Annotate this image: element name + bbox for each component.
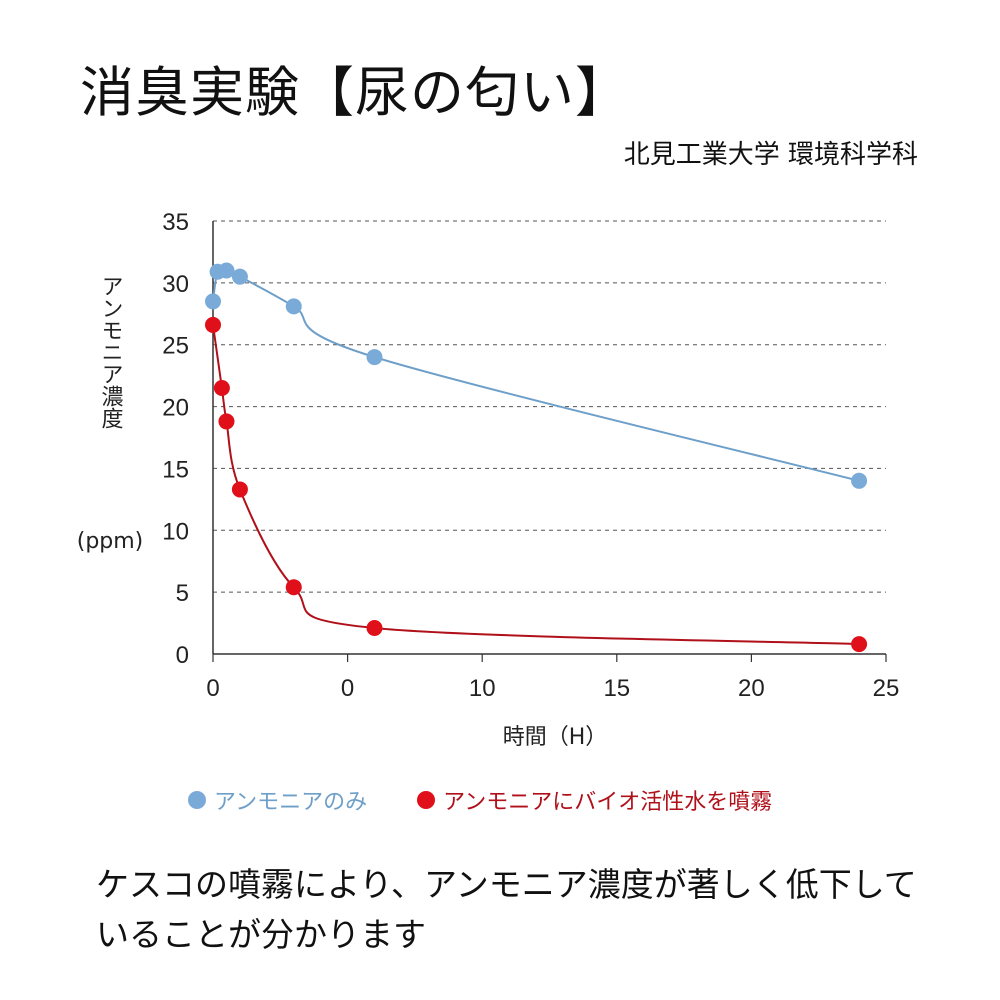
x-tick-label: 25 [873, 675, 900, 702]
data-point-0 [218, 262, 235, 279]
legend-label-ammonia-only: アンモニアのみ [214, 790, 368, 815]
x-tick-label: 10 [469, 675, 496, 702]
data-point-1 [851, 636, 868, 653]
legend-marker-ammonia-only [188, 791, 206, 809]
legend-label-bio-water: アンモニアにバイオ活性水を噴霧 [443, 790, 773, 815]
y-tick-label: 25 [162, 333, 189, 360]
y-tick-label: 35 [162, 209, 189, 236]
x-axis-label: 時間（H） [503, 725, 608, 750]
y-axis-label: アンモニア濃度 [98, 275, 124, 429]
chart-legend: アンモニアのみ アンモニアにバイオ活性水を噴霧 [188, 784, 772, 816]
data-point-0 [285, 298, 302, 315]
legend-marker-bio-water [417, 791, 436, 809]
x-tick-label: 0 [341, 675, 354, 702]
data-point-0 [851, 472, 868, 489]
x-tick-label: 20 [738, 675, 765, 702]
data-point-0 [205, 293, 221, 310]
legend-item-ammonia-only: アンモニアのみ [188, 784, 367, 816]
y-tick-label: 30 [162, 271, 189, 298]
series-line-1 [212, 324, 860, 646]
y-tick-label: 0 [176, 642, 189, 669]
y-tick-label: 15 [162, 456, 189, 483]
data-point-1 [285, 579, 302, 596]
y-axis-unit: (ppm) [77, 529, 144, 554]
data-point-1 [205, 316, 221, 333]
y-tick-label: 10 [162, 518, 189, 545]
conclusion-text: ケスコの噴霧により、アンモニア濃度が著しく低下していることが分かります [96, 865, 917, 954]
data-point-1 [218, 413, 235, 430]
page-title: 消臭実験【尿の匂い】 [80, 61, 630, 124]
data-point-1 [366, 620, 383, 637]
legend-item-bio-water: アンモニアにバイオ活性水を噴霧 [417, 784, 772, 816]
series-line-0 [212, 267, 860, 482]
data-point-1 [231, 481, 248, 498]
x-tick-label: 15 [603, 675, 630, 702]
data-point-0 [366, 349, 383, 366]
source-label: 北見工業大学 環境科学科 [623, 140, 918, 170]
y-tick-label: 20 [162, 395, 189, 422]
x-tick-label: 0 [206, 675, 219, 702]
y-tick-label: 5 [176, 580, 189, 607]
data-point-1 [213, 380, 230, 397]
data-point-0 [231, 268, 248, 285]
